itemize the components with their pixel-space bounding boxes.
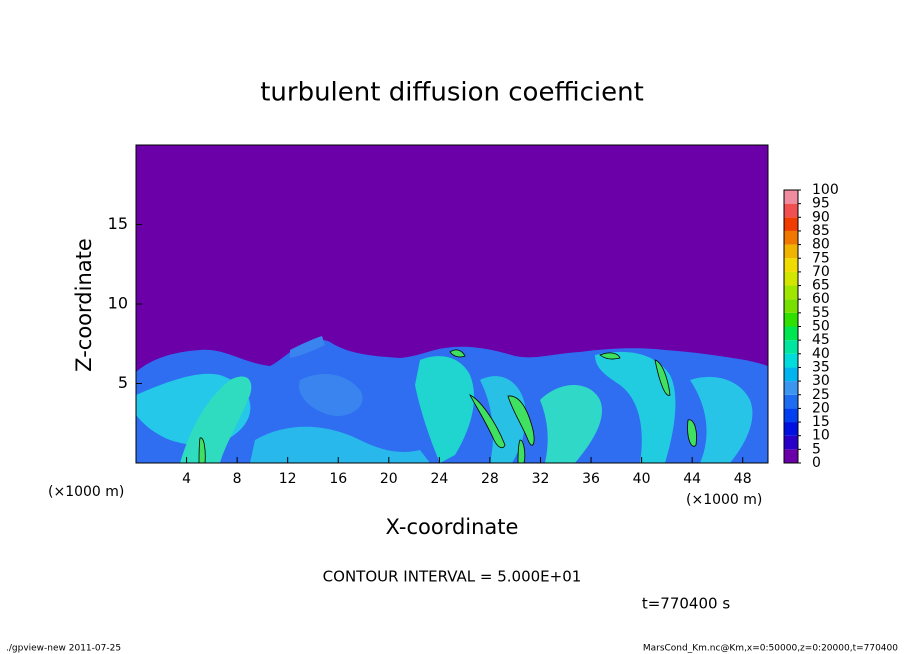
- field-layer: [690, 376, 753, 463]
- field-layer: [595, 351, 676, 463]
- colorbar-label: 35: [812, 359, 830, 375]
- field-layer: [250, 426, 430, 463]
- x-unit-label: (×1000 m): [686, 492, 762, 508]
- colorbar-band: [784, 312, 798, 327]
- colorbar-label: 45: [812, 332, 830, 348]
- x-tick-label: 48: [734, 471, 752, 487]
- x-axis-label: X-coordinate: [386, 515, 519, 539]
- colorbar-label: 30: [812, 373, 830, 389]
- x-tick-label: 16: [329, 471, 347, 487]
- x-unit-label: (×1000 m): [48, 484, 124, 500]
- field-layer: [299, 374, 363, 416]
- field-layer: [654, 359, 671, 396]
- colorbar-label: 5: [812, 441, 821, 457]
- colorbar-label: 85: [812, 223, 830, 239]
- colorbar-band: [784, 381, 798, 395]
- x-tick-label: 8: [233, 471, 242, 487]
- colorbar-band: [784, 340, 798, 354]
- y-tick-label: 10: [108, 294, 128, 313]
- field-layer: [198, 437, 206, 463]
- x-tick-label: 24: [430, 471, 448, 487]
- colorbar-band: [784, 244, 798, 259]
- colorbar-band: [784, 271, 798, 286]
- colorbar-band: [784, 285, 798, 300]
- field-layer: [290, 336, 325, 358]
- colorbar-band: [784, 408, 798, 423]
- colorbar-label: 20: [812, 400, 830, 416]
- x-tick-label: 20: [380, 471, 398, 487]
- y-axis-label: Z-coordinate: [72, 238, 96, 372]
- y-tick-label: 5: [118, 373, 128, 392]
- field: [136, 336, 768, 463]
- colorbar-label: 40: [812, 346, 830, 362]
- colorbar-label: 0: [812, 455, 821, 471]
- field-layer: [687, 419, 697, 447]
- colorbar-band: [784, 299, 798, 313]
- field-layer: [599, 352, 621, 360]
- field-layer: [507, 395, 535, 446]
- colorbar-label: 50: [812, 319, 830, 335]
- field-layer: [540, 385, 602, 463]
- colorbar-label: 55: [812, 305, 830, 321]
- field-layer: [449, 349, 466, 358]
- x-tick-label: 32: [532, 471, 550, 487]
- field-layer: [415, 356, 475, 463]
- chart-title: turbulent diffusion coefficient: [260, 78, 644, 108]
- colorbar-band: [784, 217, 798, 231]
- time-label: t=770400 s: [642, 595, 730, 613]
- colorbar-band: [784, 203, 798, 218]
- colorbar-label: 10: [812, 428, 830, 444]
- field-layer: [469, 394, 506, 449]
- colorbar-band: [784, 367, 798, 382]
- colorbar-label: 80: [812, 237, 830, 253]
- footer-right: MarsCond_Km.nc@Km,x=0:50000,z=0:20000,t=…: [643, 644, 898, 654]
- colorbar-label: 70: [812, 264, 830, 280]
- colorbar-band: [784, 422, 798, 436]
- x-tick-label: 36: [582, 471, 600, 487]
- x-tick-label: 40: [633, 471, 651, 487]
- colorbar-label: 100: [812, 182, 839, 198]
- colorbar-band: [784, 258, 798, 272]
- colorbar-label: 95: [812, 196, 830, 212]
- x-tick-label: 12: [279, 471, 297, 487]
- contour-interval: CONTOUR INTERVAL = 5.000E+01: [323, 568, 582, 586]
- x-tick-label: 28: [481, 471, 499, 487]
- colorbar-band: [784, 435, 798, 450]
- footer-left: ./gpview-new 2011-07-25: [6, 644, 121, 654]
- colorbar-band: [784, 230, 798, 245]
- y-tick-label: 15: [108, 214, 128, 233]
- colorbar-label: 75: [812, 250, 830, 266]
- x-tick-label: 44: [683, 471, 701, 487]
- colorbar-band: [784, 394, 798, 409]
- field-layer: [517, 439, 526, 463]
- colorbar-label: 60: [812, 291, 830, 307]
- field-layer: [180, 376, 252, 463]
- x-tick-label: 4: [182, 471, 191, 487]
- colorbar-band: [784, 326, 798, 341]
- colorbar-label: 15: [812, 414, 830, 430]
- colorbar-label: 65: [812, 278, 830, 294]
- colorbar-label: 25: [812, 387, 830, 403]
- colorbar-band: [784, 449, 798, 463]
- colorbar-label: 90: [812, 209, 830, 225]
- colorbar-band: [784, 353, 798, 368]
- colorbar-band: [784, 190, 798, 204]
